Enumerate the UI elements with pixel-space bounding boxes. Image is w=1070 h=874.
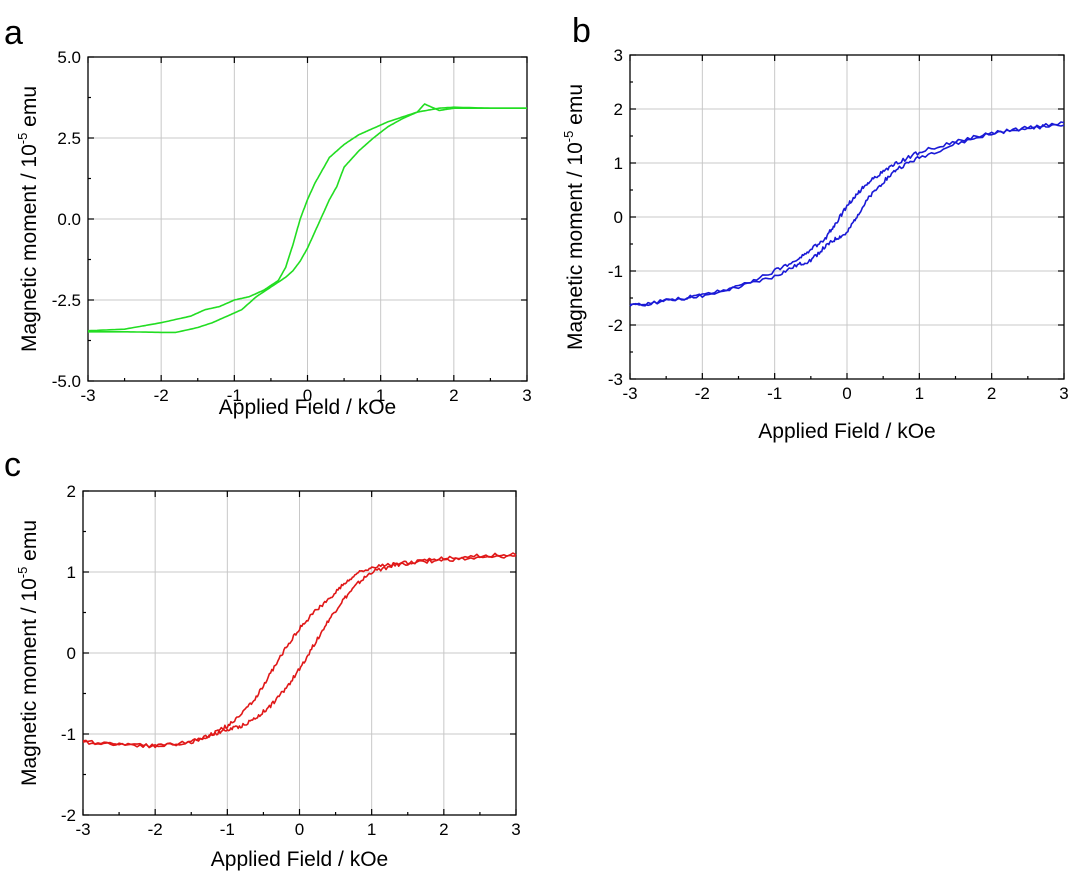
x-tick-label: -1 bbox=[227, 386, 242, 405]
x-tick-label: -3 bbox=[75, 820, 90, 839]
panel-letter-c: c bbox=[4, 446, 21, 484]
y-axis-title: Magnetic moment / 10-5 emu bbox=[561, 84, 587, 350]
panel-letter-a: a bbox=[4, 14, 23, 52]
y-tick-label: 3 bbox=[614, 46, 623, 65]
y-axis-title-unit: emu bbox=[564, 84, 587, 131]
y-tick-label: 0 bbox=[614, 208, 623, 227]
x-tick-label: -3 bbox=[622, 384, 637, 403]
x-tick-label: 3 bbox=[522, 386, 531, 405]
y-tick-label: 0 bbox=[67, 644, 76, 663]
panel-b: b -3 -2 -1 0 1 2 3 -3 -2 -1 0 1 2 3 Applied Field / kO… bbox=[561, 12, 1069, 443]
y-tick-label: 5.0 bbox=[57, 48, 81, 67]
y-axis-title-exponent: -5 bbox=[561, 131, 576, 143]
x-tick-label: -1 bbox=[767, 384, 782, 403]
panel-letter-b: b bbox=[572, 12, 591, 50]
x-tick-label: 0 bbox=[303, 386, 312, 405]
series-descending-branch bbox=[88, 106, 527, 334]
x-axis-title: Applied Field / kOe bbox=[211, 848, 388, 871]
x-tick-label: -3 bbox=[80, 386, 95, 405]
y-axis-title-main: Magnetic moment / 10 bbox=[18, 578, 41, 786]
y-axis-title-unit: emu bbox=[18, 86, 41, 133]
y-tick-label: -1 bbox=[61, 725, 76, 744]
y-tick-label: -1 bbox=[608, 262, 623, 281]
series-descending-branch bbox=[629, 121, 1065, 307]
x-tick-label: 3 bbox=[511, 820, 520, 839]
x-tick-label: -2 bbox=[695, 384, 710, 403]
y-tick-label: -3 bbox=[608, 370, 623, 389]
y-axis-title-exponent: -5 bbox=[15, 133, 30, 145]
x-tick-label: 3 bbox=[1059, 384, 1068, 403]
y-tick-label: -2 bbox=[61, 806, 76, 825]
y-axis-title-unit: emu bbox=[18, 520, 41, 567]
x-tick-label: 0 bbox=[295, 820, 304, 839]
x-tick-label: 1 bbox=[376, 386, 385, 405]
x-axis-title: Applied Field / kOe bbox=[219, 396, 396, 419]
x-tick-label: -2 bbox=[148, 820, 163, 839]
x-tick-label: 2 bbox=[987, 384, 996, 403]
y-tick-label: 1 bbox=[67, 563, 76, 582]
y-tick-label: 2 bbox=[67, 482, 76, 501]
x-tick-label: 2 bbox=[439, 820, 448, 839]
y-axis-title: Magnetic moment / 10-5 emu bbox=[15, 86, 41, 352]
y-tick-label: -2 bbox=[608, 316, 623, 335]
x-tick-label: -2 bbox=[154, 386, 169, 405]
y-tick-label: 1 bbox=[614, 154, 623, 173]
x-tick-label: 0 bbox=[842, 384, 851, 403]
x-tick-label: 1 bbox=[915, 384, 924, 403]
y-tick-label: 2 bbox=[614, 100, 623, 119]
series-ascending-branch bbox=[87, 103, 527, 332]
y-axis-title-exponent: -5 bbox=[15, 567, 30, 579]
y-tick-label: -5.0 bbox=[52, 372, 81, 391]
y-axis-title-main: Magnetic moment / 10 bbox=[18, 144, 41, 352]
x-tick-label: -1 bbox=[220, 820, 235, 839]
panel-a: a -3 -2 -1 0 1 2 3 -5.0 -2.5 0.0 2.5 5.0 Applied Fie… bbox=[4, 14, 532, 419]
x-axis-title: Applied Field / kOe bbox=[758, 420, 935, 443]
y-tick-label: -2.5 bbox=[52, 291, 81, 310]
y-axis-title-main: Magnetic moment / 10 bbox=[564, 142, 587, 350]
y-tick-label: 2.5 bbox=[57, 129, 81, 148]
x-tick-label: 1 bbox=[367, 820, 376, 839]
series-descending-branch bbox=[82, 552, 517, 749]
x-tick-label: 2 bbox=[449, 386, 458, 405]
y-tick-label: 0.0 bbox=[57, 210, 81, 229]
y-axis-title: Magnetic moment / 10-5 emu bbox=[15, 520, 41, 786]
